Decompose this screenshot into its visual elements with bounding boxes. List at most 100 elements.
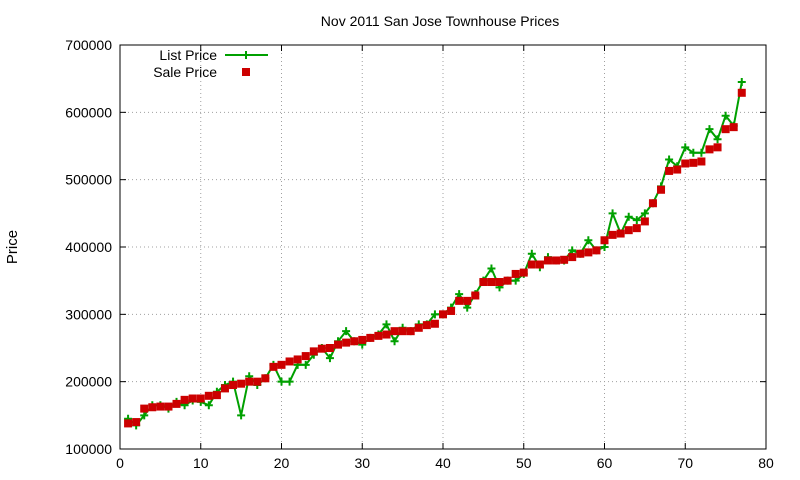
x-tick-label: 80	[758, 455, 774, 471]
sale-price-point	[463, 296, 472, 305]
sale-price-point	[616, 229, 625, 238]
legend: List Price Sale Price	[153, 47, 268, 80]
chart-title: Nov 2011 San Jose Townhouse Prices	[321, 13, 559, 29]
sale-price-point	[737, 88, 746, 97]
list-price-point	[721, 111, 730, 120]
sale-price-point	[172, 399, 181, 408]
sale-price-point	[253, 377, 262, 386]
sale-price-point	[366, 333, 375, 342]
sale-price-point	[592, 246, 601, 255]
list-price-point	[568, 246, 577, 255]
sale-price-point	[325, 344, 334, 352]
sale-price-point	[648, 199, 657, 208]
sale-price-point	[414, 323, 423, 332]
legend-label-sale-price: Sale Price	[153, 64, 217, 80]
sale-price-point	[132, 418, 141, 427]
sale-price-point	[729, 123, 738, 132]
sale-price-point	[148, 403, 157, 412]
sale-price-point	[600, 236, 609, 245]
sale-price-point	[422, 321, 431, 330]
x-tick-label: 40	[435, 455, 451, 471]
sale-price-point	[285, 357, 294, 366]
list-price-line	[127, 81, 743, 427]
sale-price-point	[124, 419, 133, 428]
list-price-point	[204, 401, 213, 410]
sale-price-point	[511, 269, 520, 278]
sale-price-point	[624, 226, 633, 235]
sale-price-point	[140, 404, 149, 413]
sale-price-point	[406, 327, 415, 336]
x-tick-label: 20	[274, 455, 290, 471]
list-price-point	[430, 310, 439, 319]
sale-price-point	[398, 327, 407, 336]
list-price-point	[285, 377, 294, 386]
list-price-point	[632, 216, 641, 225]
sale-price-point	[261, 374, 270, 383]
list-price-point	[697, 148, 706, 157]
sale-price-point	[632, 224, 641, 233]
sale-price-point	[212, 391, 221, 400]
sale-price-point	[568, 253, 577, 262]
list-price-point	[487, 264, 496, 273]
list-price-point	[390, 337, 399, 346]
y-tick-label: 200000	[65, 374, 112, 390]
list-price-point	[342, 327, 351, 336]
sale-price-point	[503, 276, 512, 285]
sale-price-point	[479, 278, 488, 287]
sale-price-point	[382, 330, 391, 339]
list-price-point	[665, 155, 674, 164]
sale-price-point	[495, 278, 504, 287]
x-tick-label: 10	[193, 455, 209, 471]
sale-price-point	[519, 268, 528, 277]
sale-price-point	[342, 338, 351, 347]
sale-price-point	[350, 337, 359, 346]
x-tick-label: 50	[516, 455, 532, 471]
y-tick-label: 600000	[65, 104, 112, 120]
sale-price-point	[374, 331, 383, 340]
sale-price-point	[665, 166, 674, 175]
y-tick-label: 300000	[65, 306, 112, 322]
sale-price-point	[721, 125, 730, 134]
sale-price-point	[527, 260, 536, 269]
sale-price-point	[430, 319, 439, 328]
sale-price-point	[552, 256, 561, 265]
sale-price-point	[689, 158, 698, 167]
list-price-point	[527, 249, 536, 258]
x-tick-label: 30	[354, 455, 370, 471]
sale-price-point	[439, 310, 447, 319]
y-tick-label: 700000	[65, 37, 112, 53]
sale-price-point	[713, 143, 722, 152]
y-axis-label: Price	[4, 230, 21, 264]
sale-price-point	[317, 344, 326, 353]
sale-price-point	[188, 394, 197, 403]
sale-price-point	[390, 327, 399, 336]
list-price-point	[713, 135, 722, 144]
sale-price-point	[293, 355, 302, 364]
list-price-point	[600, 243, 609, 251]
y-tick-label: 400000	[65, 239, 112, 255]
list-price-point	[325, 354, 334, 363]
sale-price-point	[220, 384, 229, 393]
sale-price-point	[697, 157, 706, 166]
y-tick-label: 500000	[65, 172, 112, 188]
sale-price-point	[245, 377, 254, 386]
list-price-point	[624, 212, 633, 221]
x-tick-label: 0	[116, 455, 124, 471]
list-price-point	[584, 236, 593, 245]
sale-price-point	[543, 256, 552, 265]
list-price-point	[463, 303, 472, 312]
sale-price-point	[277, 360, 286, 369]
list-price-point	[237, 411, 246, 420]
series-layer	[124, 78, 746, 430]
list-price-point	[681, 143, 690, 152]
sale-price-point	[269, 362, 278, 371]
sale-price-point	[576, 249, 585, 258]
list-price-point	[737, 78, 746, 87]
legend-marker-list-price	[242, 51, 250, 59]
sale-price-point	[196, 394, 205, 403]
sale-price-point	[640, 217, 649, 226]
sale-price-point	[301, 352, 310, 361]
sale-price-point	[204, 391, 213, 400]
sale-price-point	[560, 255, 569, 264]
